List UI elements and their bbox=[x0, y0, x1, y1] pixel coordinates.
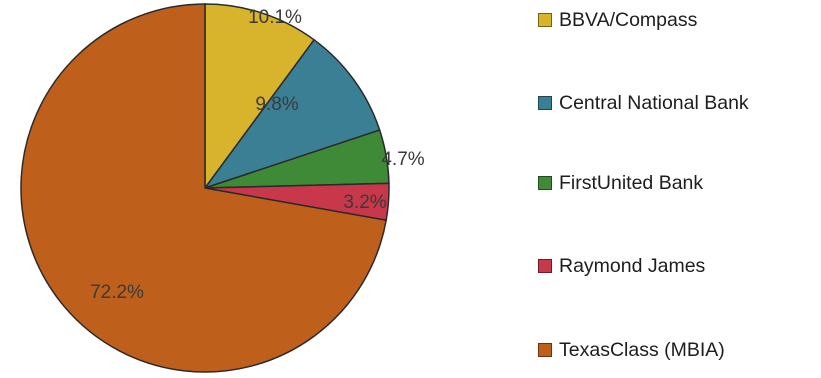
legend-item-4: Raymond James bbox=[538, 253, 705, 279]
pie-slice-5 bbox=[20, 3, 388, 373]
data-label-5: 72.2% bbox=[90, 282, 144, 303]
legend-swatch bbox=[538, 176, 552, 190]
legend-item-2: Central National Bank bbox=[538, 90, 749, 116]
pie-slice-2 bbox=[202, 38, 381, 190]
pie-data-labels: 10.1% 9.8% 4.7% 3.2% 72.2% bbox=[90, 7, 425, 303]
data-label-1: 10.1% bbox=[248, 7, 302, 28]
data-label-4: 3.2% bbox=[343, 192, 386, 213]
legend-item-1: BBVA/Compass bbox=[538, 7, 697, 33]
legend-swatch bbox=[538, 259, 552, 273]
legend-swatch bbox=[538, 96, 552, 110]
legend-label: Central National Bank bbox=[559, 91, 749, 114]
legend-swatch bbox=[538, 13, 552, 27]
pie-slices bbox=[20, 3, 390, 373]
legend-item-3: FirstUnited Bank bbox=[538, 170, 703, 196]
legend-label: TexasClass (MBIA) bbox=[559, 338, 725, 361]
legend-item-5: TexasClass (MBIA) bbox=[538, 337, 725, 363]
data-label-2: 9.8% bbox=[255, 94, 298, 115]
legend-swatch bbox=[538, 343, 552, 357]
legend-label: Raymond James bbox=[559, 254, 706, 277]
legend-label: FirstUnited Bank bbox=[559, 171, 704, 194]
pie-slice-1 bbox=[204, 3, 316, 191]
chart-legend: BBVA/Compass Central National Bank FirstUn… bbox=[538, 9, 818, 378]
data-label-3: 4.7% bbox=[381, 149, 424, 170]
legend-label: BBVA/Compass bbox=[559, 8, 698, 31]
